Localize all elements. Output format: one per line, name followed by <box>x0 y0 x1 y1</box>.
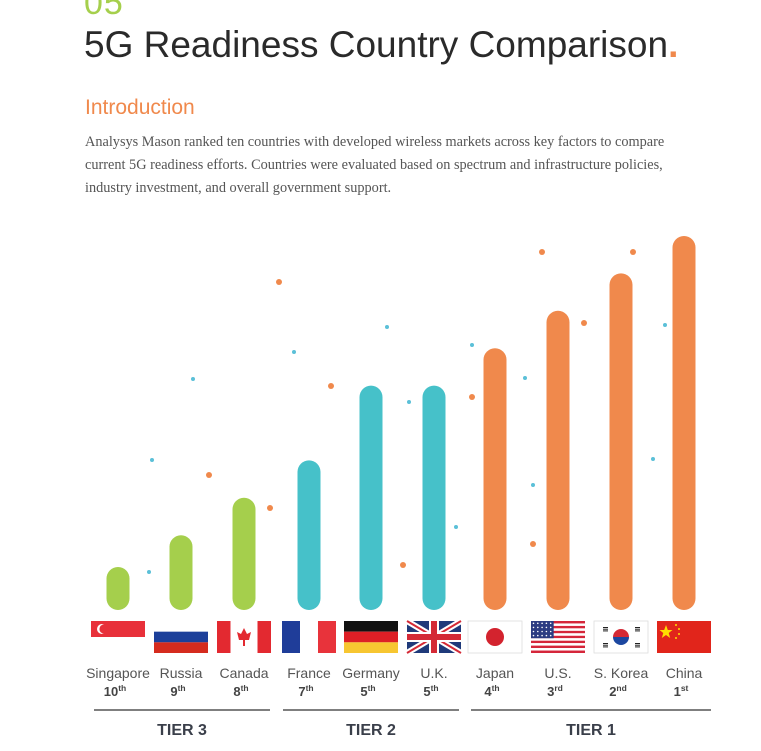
rank-label: 4th <box>484 683 499 699</box>
bar-germany <box>359 385 383 610</box>
decorative-dot <box>539 249 545 255</box>
decorative-dot <box>267 505 273 511</box>
intro-heading: Introduction <box>85 96 195 119</box>
tier-label: TIER 1 <box>566 722 616 739</box>
country-label: S. Korea <box>594 665 649 681</box>
bar-singapore <box>106 566 130 610</box>
country-label: France <box>287 665 331 681</box>
rank-label: 10th <box>104 683 127 699</box>
country-label: Canada <box>219 665 268 681</box>
decorative-dot <box>470 343 474 347</box>
country-label: Germany <box>342 665 400 681</box>
bar-france <box>297 460 321 610</box>
china-flag-icon <box>657 621 711 653</box>
tier-label: TIER 3 <box>157 722 207 739</box>
country-label: China <box>666 665 703 681</box>
decorative-dot <box>530 541 536 547</box>
rank-label: 9th <box>170 683 185 699</box>
rank-label: 7th <box>298 683 313 699</box>
decorative-dot <box>531 483 535 487</box>
decorative-dot <box>523 376 527 380</box>
bar-s-korea <box>609 273 633 610</box>
decorative-dot <box>630 249 636 255</box>
intro-paragraph: Analysys Mason ranked ten countries with… <box>85 134 665 196</box>
decorative-dot <box>400 562 406 568</box>
tier-label: TIER 2 <box>346 722 396 739</box>
page-title-text: 5G Readiness Country Comparison <box>84 24 669 65</box>
rank-label: 8th <box>233 683 248 699</box>
page-title: 5G Readiness Country Comparison. <box>84 24 678 66</box>
decorative-dot <box>150 458 154 462</box>
country-label: Japan <box>476 665 514 681</box>
decorative-dot <box>276 279 282 285</box>
rank-label: 3rd <box>547 683 563 699</box>
uk-flag-icon <box>405 618 463 656</box>
country-label: U.K. <box>420 665 447 681</box>
rank-label: 1st <box>674 683 689 699</box>
rank-label: 5th <box>360 683 375 699</box>
decorative-dot <box>651 457 655 461</box>
title-accent-dot: . <box>668 24 679 65</box>
decorative-dot <box>206 472 212 478</box>
decorative-dot <box>292 350 296 354</box>
france-flag-icon <box>282 621 336 653</box>
japan-flag-icon <box>467 620 523 654</box>
section-number: 05 <box>84 0 124 22</box>
decorative-dot <box>385 325 389 329</box>
singapore-flag-icon <box>91 621 145 653</box>
decorative-dot <box>407 400 411 404</box>
bar-u-s- <box>546 310 570 610</box>
decorative-dot <box>581 320 587 326</box>
germany-flag-icon <box>344 621 398 653</box>
bar-china <box>672 236 696 610</box>
bar-canada <box>232 497 256 610</box>
decorative-dot <box>469 394 475 400</box>
bar-japan <box>483 348 507 610</box>
russia-flag-icon <box>154 621 208 653</box>
canada-flag-icon <box>217 621 271 653</box>
country-label: Singapore <box>86 665 150 681</box>
decorative-dot <box>328 383 334 389</box>
decorative-dot <box>191 377 195 381</box>
country-label: Russia <box>160 665 203 681</box>
south-korea-flag-icon <box>593 620 649 654</box>
us-flag-icon <box>531 621 585 653</box>
decorative-dot <box>147 570 151 574</box>
decorative-dot <box>663 323 667 327</box>
bar-u-k- <box>422 385 446 610</box>
decorative-dot <box>454 525 458 529</box>
rank-label: 2nd <box>609 683 627 699</box>
country-label: U.S. <box>544 665 571 681</box>
bar-russia <box>169 535 193 610</box>
rank-label: 5th <box>423 683 438 699</box>
